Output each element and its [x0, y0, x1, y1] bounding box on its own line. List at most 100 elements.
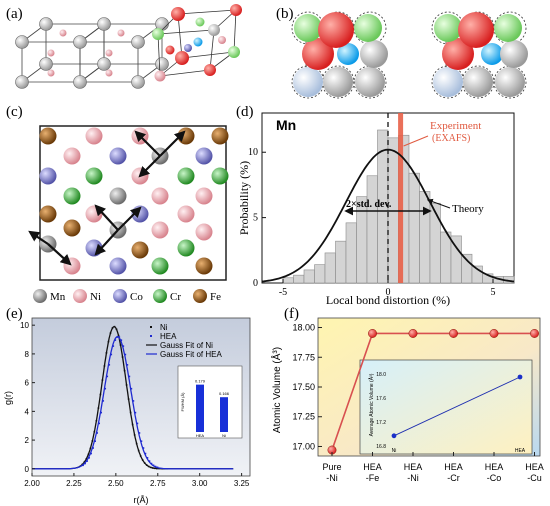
data-point-1 [106, 375, 109, 378]
data-point-0 [115, 328, 118, 331]
displacement-arrow [138, 155, 161, 178]
y-tick-label-d: 0 [253, 278, 258, 289]
x-category-sublabel-f: -Fe [366, 473, 380, 483]
atom-b [494, 14, 522, 42]
atom-ni [195, 187, 213, 205]
histogram-bar [282, 277, 294, 284]
volume-point [368, 329, 377, 338]
data-point-0 [93, 430, 96, 433]
cell-edge [177, 9, 237, 15]
x-category-sublabel-f: -Cu [527, 473, 542, 483]
data-point-0 [129, 411, 132, 414]
y-tick-label-f: 17.00 [292, 441, 315, 451]
atom-gray [39, 17, 53, 31]
data-point-0 [119, 344, 122, 346]
data-point-0 [123, 369, 126, 372]
data-point-0 [153, 467, 156, 470]
fit-curve-1 [32, 336, 234, 470]
atom-co [195, 147, 213, 165]
atom-gray [39, 57, 53, 71]
data-point-0 [109, 332, 112, 334]
data-point-0 [105, 352, 108, 354]
atom-b [318, 12, 354, 48]
atom-cr [63, 187, 81, 205]
data-point-1 [88, 457, 90, 459]
experiment-label: Experiment [430, 120, 481, 132]
atom-b [354, 14, 382, 42]
y-axis-label-e: g(r) [3, 391, 13, 405]
data-point-1 [150, 462, 153, 465]
legend-swatch-co [113, 289, 127, 303]
data-point-1 [82, 464, 84, 467]
data-point-1 [96, 432, 98, 434]
distortion-histogram: -5 0 5 0 5 10 [248, 112, 515, 298]
atom-gray [97, 57, 111, 71]
atom-ni [151, 221, 169, 239]
data-point-0 [155, 467, 158, 470]
atom-mixed [165, 45, 175, 55]
y-axis-label-d: Probability (%) [237, 161, 251, 235]
atom-b [302, 38, 334, 70]
atom-gray [131, 35, 145, 49]
data-point-1 [98, 422, 101, 425]
histogram-bar [314, 264, 326, 284]
inset-line-f [393, 376, 521, 437]
panel-label-c: (c) [6, 104, 23, 120]
data-point-1 [108, 364, 111, 366]
cell-edge [159, 69, 211, 77]
inset-value-label: 0.179 [195, 379, 206, 384]
y-tick-label-e: 2 [25, 436, 30, 445]
inset-y-tick-label-f: 16.8 [376, 444, 386, 450]
data-point-0 [89, 447, 92, 450]
atom-mixed [171, 7, 185, 21]
atom-mixed [204, 64, 216, 76]
data-point-1 [134, 411, 137, 414]
histogram-bar [345, 222, 357, 284]
y-tick-label-f: 17.75 [292, 352, 315, 362]
y-tick-label-e: 8 [25, 350, 30, 359]
atom-mixed [184, 44, 192, 52]
data-point-0 [135, 442, 138, 445]
panel-label-a: (a) [6, 6, 23, 22]
legend-swatch-ni [73, 289, 87, 303]
data-point-0 [137, 449, 140, 452]
atom-b [495, 67, 525, 97]
data-point-1 [114, 339, 117, 341]
atom-b [458, 12, 494, 48]
histogram-bar [335, 240, 347, 284]
data-point-1 [130, 387, 133, 390]
histogram-bar [303, 269, 315, 284]
data-point-0 [131, 423, 134, 426]
displacement-arrow [28, 230, 49, 245]
atom-mixed [154, 70, 166, 82]
legend-swatch-mn [33, 289, 47, 303]
inset-bar [196, 384, 204, 432]
atom-ni [177, 205, 195, 223]
data-point-1 [90, 452, 92, 455]
x-category-label-f: Pure [322, 462, 341, 472]
histogram-bar [419, 191, 431, 284]
data-point-0 [91, 440, 94, 442]
histogram-bar [366, 175, 378, 284]
x-tick-label-e: 2.00 [24, 479, 40, 488]
atom-fe [39, 127, 57, 145]
atom-cr [177, 239, 195, 257]
atom-ni [85, 127, 103, 145]
atom-gray [73, 75, 87, 89]
data-point-1 [132, 400, 135, 402]
inset-point-f [517, 374, 523, 380]
data-point-0 [121, 356, 124, 358]
data-point-0 [127, 398, 130, 400]
x-tick-label-e: 3.00 [192, 479, 208, 488]
data-point-0 [125, 384, 128, 386]
atom-b [323, 67, 353, 97]
data-point-1 [84, 462, 86, 465]
experiment-line [398, 113, 404, 283]
data-point-0 [101, 379, 104, 381]
legend-e: Ni HEA Gauss Fit of Ni Gauss Fit of HEA [160, 323, 222, 359]
volume-line [331, 332, 535, 451]
atom-b [500, 40, 528, 68]
atom-mixed [152, 28, 164, 40]
histogram-bar [429, 202, 441, 284]
